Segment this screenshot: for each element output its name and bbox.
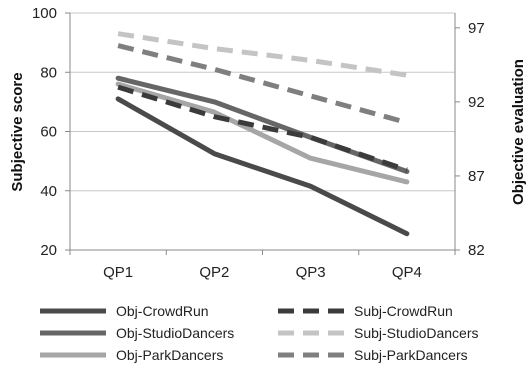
series-line-Subj-ParkDancers [117, 43, 408, 126]
left-tick-label-3: 80 [40, 64, 57, 81]
legend-label-Subj-ParkDancers: Subj-ParkDancers [354, 347, 468, 363]
left-tick-label-2: 60 [40, 124, 57, 141]
legend-label-Subj-CrowdRun: Subj-CrowdRun [354, 303, 453, 319]
legend-label-Obj-StudioDancers: Obj-StudioDancers [116, 325, 234, 341]
x-tick-label-1: QP2 [199, 264, 229, 281]
left-tick-label-0: 20 [40, 242, 57, 259]
right-tick-label-1: 87 [468, 168, 485, 185]
x-tick-label-0: QP1 [103, 264, 133, 281]
legend: Obj-CrowdRun Obj-StudioDancers Obj-ParkDan… [40, 303, 479, 363]
right-axis-title: Objective evaluation [510, 59, 527, 205]
legend-label-Obj-CrowdRun: Obj-CrowdRun [116, 303, 209, 319]
left-axis-ticks: 20 40 60 80 100 [32, 5, 70, 259]
series-line-Obj-CrowdRun [115, 96, 410, 237]
x-tick-label-2: QP3 [296, 264, 326, 281]
left-tick-label-1: 40 [40, 183, 57, 200]
legend-label-Obj-ParkDancers: Obj-ParkDancers [116, 347, 223, 363]
series-layer [115, 31, 410, 237]
legend-label-Subj-StudioDancers: Subj-StudioDancers [354, 325, 479, 341]
left-tick-label-4: 100 [32, 5, 57, 22]
x-tick-label-3: QP4 [392, 264, 422, 281]
left-axis-title: Subjective score [9, 72, 26, 191]
right-axis-ticks: 82 87 92 97 [455, 20, 485, 259]
series-line-Subj-CrowdRun [117, 84, 408, 173]
x-axis-ticks: QP1 QP2 QP3 QP4 [69, 250, 456, 281]
right-tick-label-2: 92 [468, 94, 485, 111]
right-tick-label-3: 97 [468, 20, 485, 37]
series-line-Obj-ParkDancers [115, 81, 410, 185]
series-line-Subj-StudioDancers [117, 31, 408, 78]
right-tick-label-0: 82 [468, 242, 485, 259]
